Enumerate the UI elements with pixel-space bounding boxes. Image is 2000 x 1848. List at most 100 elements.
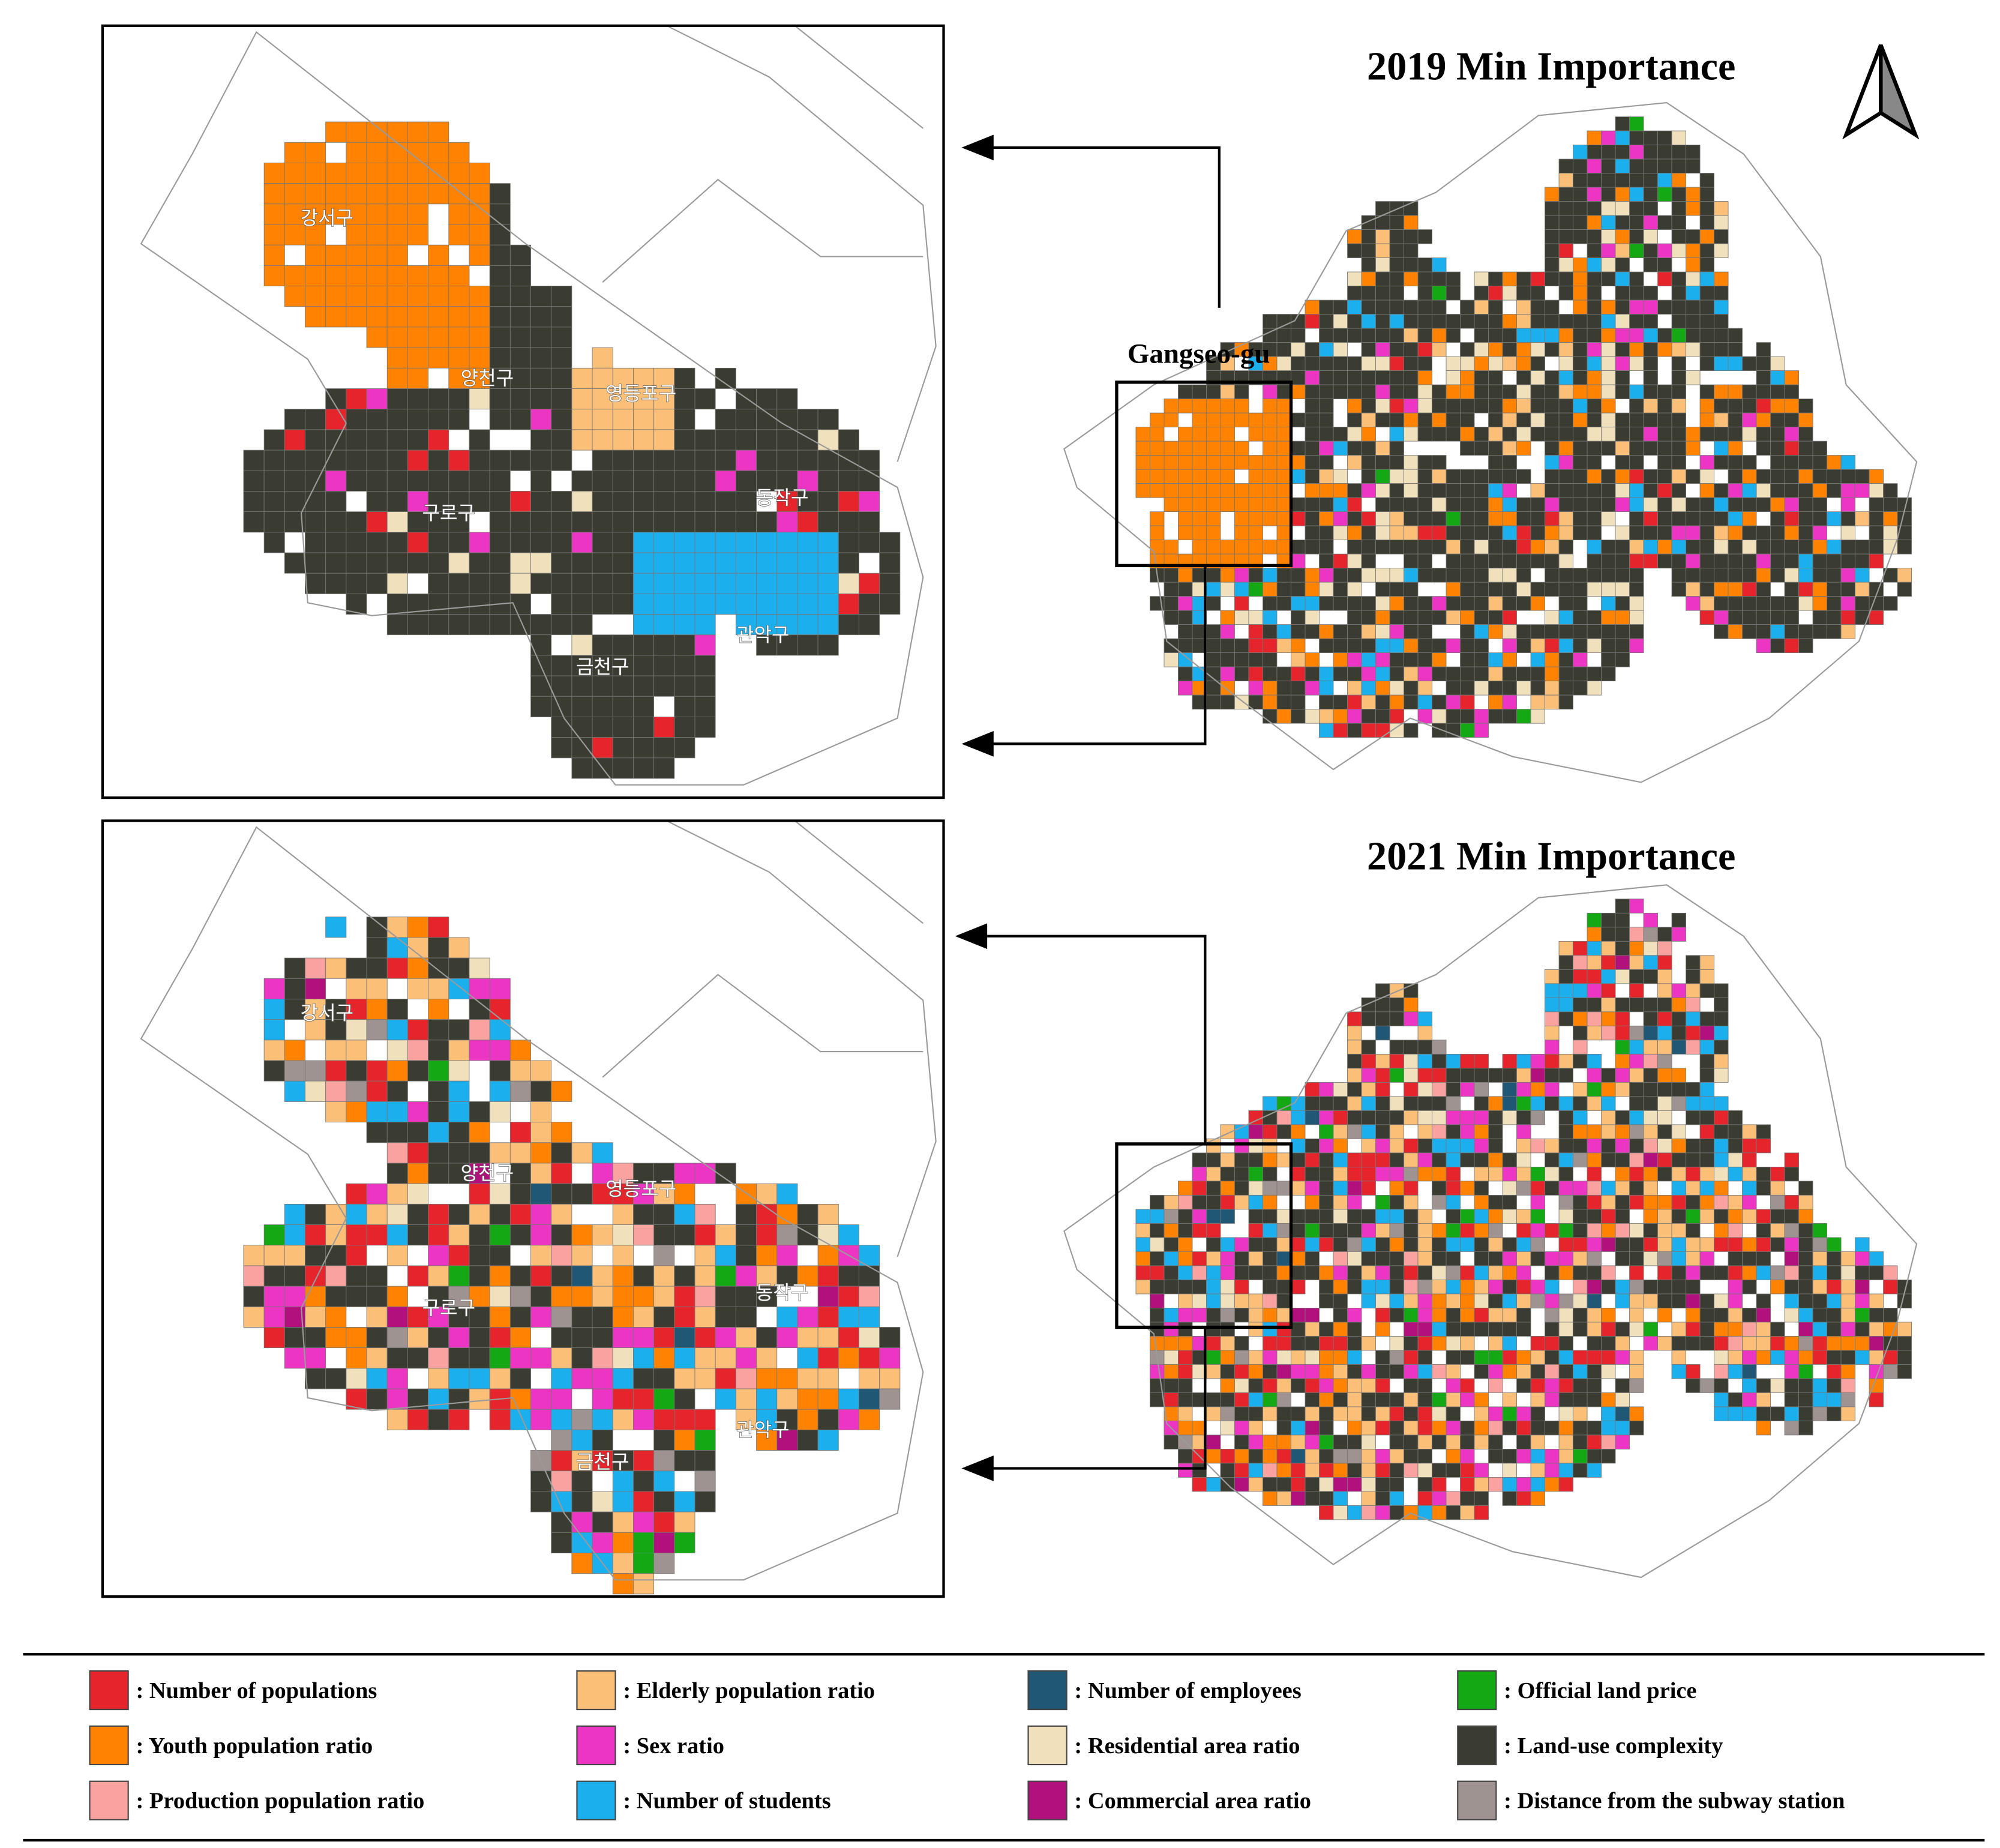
grid-cell: [284, 470, 305, 492]
grid-cell: [1150, 511, 1165, 526]
grid-cell: [817, 614, 839, 636]
grid-cell: [386, 1368, 408, 1389]
grid-cell: [346, 183, 367, 205]
grid-cell: [1573, 497, 1588, 513]
grid-cell: [366, 1327, 388, 1349]
grid-cell: [1305, 497, 1320, 513]
grid-cell: [1827, 483, 1842, 498]
grid-cell: [1333, 709, 1348, 724]
grid-cell: [1333, 1251, 1348, 1266]
grid-cell: [1530, 1194, 1545, 1210]
grid-cell: [1601, 201, 1616, 216]
grid-cell: [633, 1224, 655, 1246]
grid-cell: [1263, 540, 1278, 555]
grid-cell: [735, 409, 757, 430]
grid-cell: [1770, 1279, 1785, 1295]
grid-cell: [1389, 1194, 1404, 1210]
grid-cell: [1220, 1265, 1235, 1280]
grid-cell: [1756, 1251, 1771, 1266]
grid-cell: [530, 614, 552, 636]
grid-cell: [1545, 1011, 1560, 1026]
grid-cell: [653, 1327, 675, 1349]
grid-cell: [571, 429, 593, 451]
grid-cell: [1671, 983, 1686, 998]
grid-cell: [1263, 624, 1278, 639]
grid-cell: [1291, 1181, 1306, 1196]
grid-cell: [1361, 399, 1376, 414]
grid-cell: [1516, 1406, 1531, 1421]
grid-cell: [592, 1388, 613, 1410]
grid-cell: [1530, 1434, 1545, 1449]
grid-cell: [1488, 1378, 1503, 1393]
grid-cell: [1756, 1237, 1771, 1252]
grid-cell: [1263, 1392, 1278, 1407]
grid-cell: [1248, 1237, 1263, 1252]
grid-cell: [469, 1101, 490, 1123]
grid-cell: [1840, 455, 1855, 470]
grid-cell: [1276, 342, 1291, 357]
grid-cell: [1474, 1476, 1489, 1492]
grid-cell: [305, 532, 326, 553]
grid-cell: [1178, 1307, 1193, 1323]
grid-cell: [1192, 469, 1207, 484]
grid-cell: [1728, 1138, 1743, 1154]
grid-cell: [1699, 553, 1714, 569]
grid-cell: [1502, 497, 1517, 513]
grid-cell: [1671, 1124, 1686, 1139]
grid-cell: [1502, 1392, 1517, 1407]
grid-cell: [1150, 441, 1165, 456]
grid-cell: [1671, 497, 1686, 513]
grid-cell: [1305, 1237, 1320, 1252]
grid-cell: [1728, 1335, 1743, 1351]
grid-cell: [694, 1327, 716, 1349]
grid-cell: [1319, 1491, 1334, 1506]
grid-cell: [1573, 271, 1588, 286]
grid-cell: [1446, 1124, 1461, 1139]
grid-cell: [1573, 681, 1588, 696]
grid-cell: [1460, 1279, 1475, 1295]
grid-cell: [1798, 1265, 1813, 1280]
grid-cell: [1305, 1335, 1320, 1351]
grid-cell: [1319, 1138, 1334, 1154]
grid-cell: [407, 1265, 429, 1287]
grid-cell: [1573, 215, 1588, 230]
grid-cell: [715, 1327, 736, 1349]
grid-cell: [1319, 1209, 1334, 1224]
grid-cell: [1587, 158, 1602, 173]
grid-cell: [1488, 1166, 1503, 1182]
grid-cell: [776, 1409, 798, 1430]
grid-cell: [1446, 483, 1461, 498]
grid-cell: [1305, 1194, 1320, 1210]
grid-cell: [1770, 525, 1785, 541]
grid-cell: [1404, 328, 1419, 343]
grid-cell: [1629, 638, 1644, 654]
grid-cell: [715, 1368, 736, 1389]
grid-cell: [1615, 1209, 1630, 1224]
grid-cell: [1728, 1293, 1743, 1308]
grid-cell: [735, 1224, 757, 1246]
grid-cell: [1446, 681, 1461, 696]
grid-cell: [776, 1183, 798, 1205]
grid-cell: [263, 1224, 285, 1246]
grid-cell: [1432, 1279, 1447, 1295]
grid-cell: [1883, 511, 1898, 526]
grid-cell: [1545, 1166, 1560, 1182]
grid-cell: [1502, 1307, 1517, 1323]
grid-cell: [612, 1532, 634, 1553]
grid-cell: [1432, 1392, 1447, 1407]
grid-cell: [1657, 1110, 1672, 1125]
grid-cell: [1404, 1011, 1419, 1026]
grid-cell: [1502, 427, 1517, 442]
grid-cell: [1361, 328, 1376, 343]
grid-cell: [1629, 1124, 1644, 1139]
grid-cell: [1234, 483, 1249, 498]
grid-cell: [346, 388, 367, 410]
grid-cell: [1404, 1406, 1419, 1421]
grid-cell: [1206, 427, 1221, 442]
grid-cell: [1601, 1181, 1616, 1196]
grid-cell: [448, 1409, 470, 1430]
grid-cell: [366, 306, 388, 328]
grid-cell: [1164, 1378, 1179, 1393]
grid-cell: [1545, 1138, 1560, 1154]
grid-cell: [715, 573, 736, 594]
